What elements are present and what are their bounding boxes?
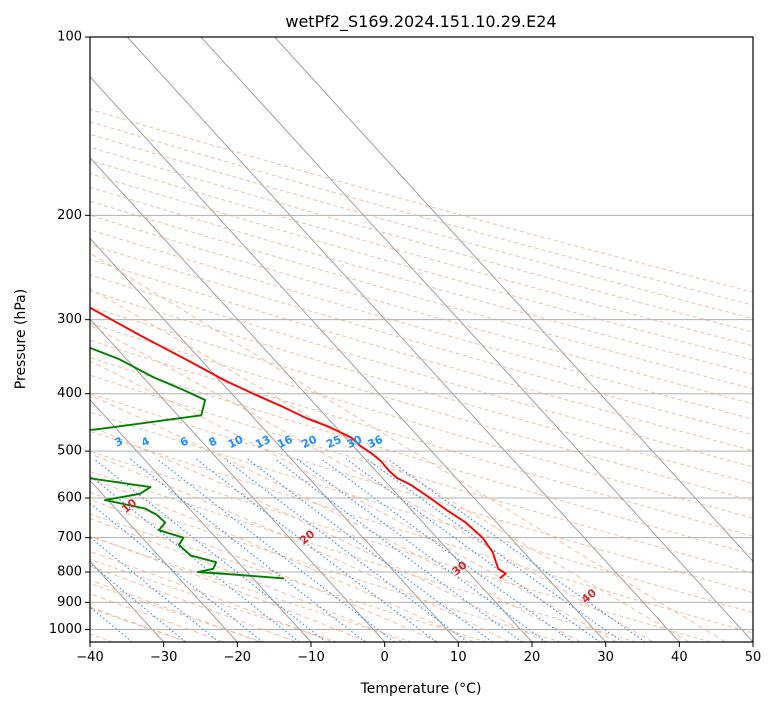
mixing-ratio-label: 13 xyxy=(253,433,272,451)
y-tick-label: 600 xyxy=(57,491,82,506)
y-tick-label: 200 xyxy=(57,208,82,223)
plot-area: −100−90−80−70−60−50−40−30−20−10010203040… xyxy=(90,37,753,642)
isotherm-gridline xyxy=(90,479,238,642)
mixing-ratio-line xyxy=(195,458,437,642)
mixing-ratio-line xyxy=(90,536,220,642)
mixing-ratio-line xyxy=(274,458,523,642)
moist-adiabat xyxy=(90,477,475,642)
isotherm-gridline xyxy=(90,318,386,642)
moist-adiabat xyxy=(90,550,333,642)
isotherm-gridline xyxy=(90,237,459,642)
dewpoint-profile-line xyxy=(90,346,284,580)
y-tick-label: 900 xyxy=(57,595,82,610)
dry-adiabat xyxy=(90,186,753,375)
temperature-profile-line xyxy=(90,306,507,580)
mixing-ratio-label: 30 xyxy=(345,433,365,451)
isotherm-gridline xyxy=(200,37,753,642)
y-tick-label: 800 xyxy=(57,565,82,580)
moist-adiabat xyxy=(90,324,654,642)
mixing-ratio-line xyxy=(345,458,601,642)
x-axis-label: Temperature (°C) xyxy=(360,681,482,697)
isotherm-gridline xyxy=(90,156,533,642)
x-tick-label: 30 xyxy=(597,650,614,665)
y-tick-label: 700 xyxy=(57,530,82,545)
x-tick-label: 0 xyxy=(381,650,389,665)
mixing-ratio-line xyxy=(223,458,468,642)
x-tick-label: 40 xyxy=(671,650,688,665)
moist-adiabat xyxy=(90,425,546,642)
dry-adiabat xyxy=(90,121,753,306)
plot-frame xyxy=(89,36,754,643)
y-tick-label: 500 xyxy=(57,444,82,459)
x-tick-label: −30 xyxy=(150,650,177,665)
moist-adiabat xyxy=(90,565,297,642)
dry-adiabat xyxy=(90,513,487,642)
y-tick-label: 300 xyxy=(57,312,82,327)
isotherm-gridline xyxy=(126,37,680,642)
moist-adiabat xyxy=(90,288,690,642)
x-tick-label: −40 xyxy=(76,650,103,665)
dry-adiabat xyxy=(90,200,753,390)
mixing-ratio-line xyxy=(90,502,264,642)
mixing-ratio-line xyxy=(386,458,646,642)
moist-adiabat xyxy=(90,252,726,642)
mixing-ratio-line xyxy=(90,562,187,642)
y-axis-label: Pressure (hPa) xyxy=(13,289,29,389)
mixing-ratio-label: 25 xyxy=(324,433,343,451)
mixing-ratio-label: 16 xyxy=(275,433,295,451)
mixing-ratio-line xyxy=(129,458,366,642)
x-tick-label: 10 xyxy=(450,650,467,665)
dry-adiabat xyxy=(90,173,753,361)
axes: −40 −30 −20 −10 0 10 20 30 40 50 100 200 300 400 500 60… xyxy=(49,30,761,666)
dry-adiabat xyxy=(90,159,753,347)
mixing-ratio-line xyxy=(320,458,574,642)
isotherm-gridline xyxy=(90,399,312,642)
x-tick-label: −10 xyxy=(297,650,324,665)
y-tick-label: 1000 xyxy=(49,622,82,637)
moist-adiabat xyxy=(90,453,510,642)
moist-adiabat xyxy=(90,394,582,642)
mixing-ratio-line xyxy=(366,458,623,642)
mixing-ratio-line xyxy=(93,458,327,642)
isotherm-gridline xyxy=(274,37,753,563)
mixing-ratio-line xyxy=(90,475,300,642)
dry-adiabat xyxy=(90,133,753,319)
x-tick-label: 20 xyxy=(524,650,541,665)
dry-adiabat xyxy=(90,357,753,555)
y-tick-label: 100 xyxy=(57,30,82,45)
chart-title: wetPf2_S169.2024.151.10.29.E24 xyxy=(285,12,556,32)
mixing-ratio-label: 36 xyxy=(366,433,386,451)
moist-adiabat xyxy=(90,517,404,642)
x-tick-label: 50 xyxy=(745,650,762,665)
mixing-ratio-label: 20 xyxy=(300,433,320,451)
dry-adiabat xyxy=(90,492,562,642)
mixing-ratio-label: 10 xyxy=(226,433,246,451)
x-tick-label: −20 xyxy=(224,650,251,665)
dry-adiabat xyxy=(90,471,637,642)
y-tick-label: 400 xyxy=(57,386,82,401)
